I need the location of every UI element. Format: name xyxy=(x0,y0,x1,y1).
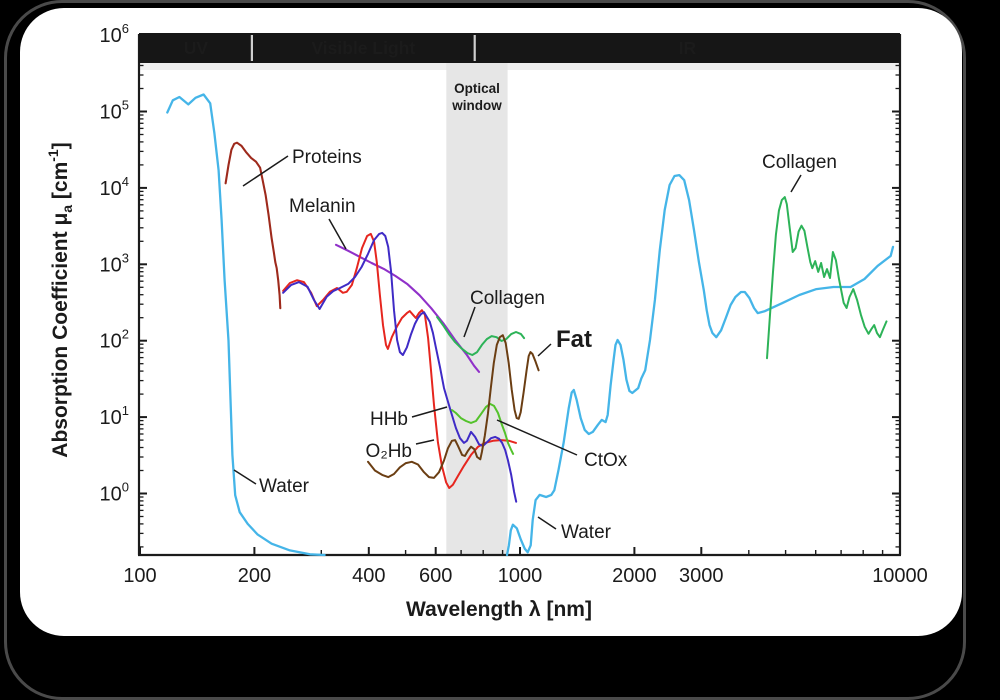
annotation-leader-proteins xyxy=(242,155,289,187)
tick-labels-layer: 100 200 400 600 1000 2000 3000 10000 100 101 102 10… xyxy=(100,21,928,587)
curve-collagen-ir xyxy=(766,196,888,360)
y-tick-label: 101 xyxy=(100,403,129,429)
y-axis-title: Absorption Coefficient μa [cm-1] xyxy=(45,142,75,457)
curve-fat xyxy=(367,334,540,479)
annotation-label-melanin: Melanin xyxy=(289,196,356,217)
annotation-leader-collagen-vis xyxy=(463,306,476,338)
optical-window-label-line1: Optical xyxy=(454,81,500,96)
x-tick-label: 3000 xyxy=(679,565,724,587)
curve-o2hb xyxy=(282,232,517,489)
y-tick-label: 102 xyxy=(100,327,129,353)
annotation-label-collagen-ir: Collagen xyxy=(762,152,837,173)
y-tick-label: 103 xyxy=(100,250,129,276)
curve-collagen-vis xyxy=(436,316,526,356)
y-axis-title-text: Absorption Coefficient μa [cm-1] xyxy=(45,142,75,457)
annotation-label-collagen-vis: Collagen xyxy=(470,288,545,309)
curve-water-ir xyxy=(505,173,895,557)
annotation-label-water-ir: Water xyxy=(561,522,612,543)
annotation-label-hhb: HHb xyxy=(370,409,408,430)
optical-window-label-line2: window xyxy=(451,98,502,113)
annotation-label-proteins: Proteins xyxy=(292,147,362,168)
annotation-label-ctox: CtOx xyxy=(584,450,628,471)
plot-background-layer xyxy=(139,63,900,555)
annotation-leader-melanin xyxy=(328,218,347,250)
x-axis-title: Wavelength λ [nm] xyxy=(406,598,592,621)
annotation-leader-fat xyxy=(537,343,552,357)
curve-annotations-layer: Proteins Melanin Collagen Fat HHb O₂Hb CtOx Wat… xyxy=(233,147,837,543)
annotation-leader-hhb xyxy=(411,406,448,418)
annotation-leader-collagen-ir xyxy=(790,174,802,193)
x-tick-label: 100 xyxy=(123,565,156,587)
x-tick-label: 2000 xyxy=(612,565,657,587)
y-tick-label: 106 xyxy=(100,21,129,47)
curve-melanin xyxy=(334,243,481,373)
optical-window-band xyxy=(446,63,508,555)
band-label-uv: UV xyxy=(184,38,209,58)
curve-proteins xyxy=(224,141,282,310)
y-tick-label: 104 xyxy=(100,174,129,200)
annotation-label-o2hb: O₂Hb xyxy=(366,441,412,462)
y-tick-label: 100 xyxy=(100,480,129,506)
x-tick-label: 200 xyxy=(238,565,271,587)
x-tick-label: 600 xyxy=(419,565,452,587)
annotation-leader-water-uv xyxy=(233,469,257,485)
spectra-curves-layer xyxy=(166,93,895,557)
x-tick-label: 10000 xyxy=(872,565,928,587)
annotation-label-water-uv: Water xyxy=(259,476,310,497)
band-underline-strip xyxy=(139,63,900,70)
band-bar xyxy=(139,33,900,63)
annotation-label-fat: Fat xyxy=(556,326,592,353)
annotation-leader-ctox xyxy=(496,419,578,456)
x-tick-label: 400 xyxy=(352,565,385,587)
band-label-visible-light: Visible Light xyxy=(311,38,415,58)
band-label-ir: IR xyxy=(679,38,697,58)
spectrum-band-bar: UV Visible Light IR xyxy=(139,33,900,63)
annotation-leader-water-ir xyxy=(537,516,557,530)
y-tick-label: 105 xyxy=(100,98,129,124)
curve-water-uv xyxy=(166,93,326,557)
curve-hhb xyxy=(282,231,518,503)
annotation-leader-o2hb xyxy=(415,439,435,445)
x-tick-label: 1000 xyxy=(498,565,543,587)
